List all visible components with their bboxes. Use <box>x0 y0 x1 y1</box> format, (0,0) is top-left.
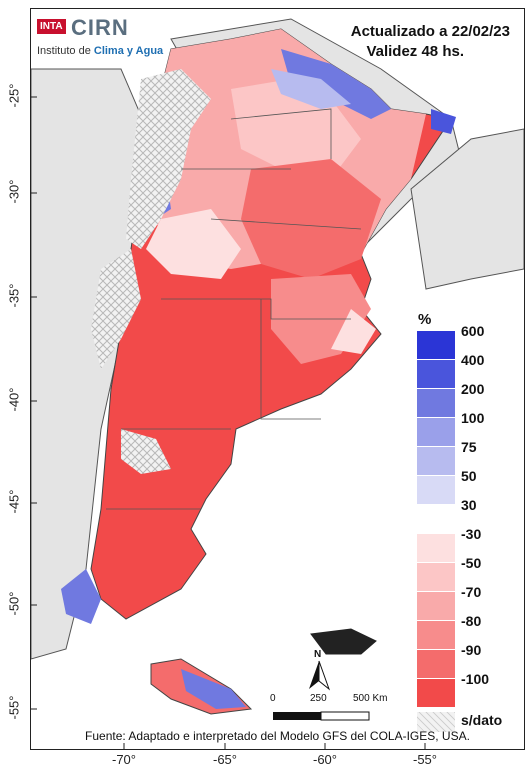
legend-swatch <box>417 592 455 620</box>
no-data-area-patagonia <box>121 429 171 474</box>
wet-zone-ne <box>431 109 456 134</box>
legend-label: -30 <box>461 526 482 542</box>
north-label: N <box>314 649 322 660</box>
legend-label: 200 <box>461 381 485 397</box>
institute-name: Instituto de Clima y Agua <box>37 45 164 57</box>
legend-label: -80 <box>461 613 482 629</box>
y-tick-label: -45° <box>6 489 22 514</box>
legend-label: 400 <box>461 352 485 368</box>
legend-swatch <box>417 650 455 678</box>
legend-label: 75 <box>461 439 477 455</box>
y-tick-label: -40° <box>6 387 22 412</box>
anomaly-zone-strong <box>241 159 381 279</box>
wet-zone-north <box>281 49 391 119</box>
graticule-ticks <box>31 96 426 749</box>
updated-date: Actualizado a 22/02/23 <box>350 23 510 40</box>
x-tick-label: -55° <box>413 752 437 767</box>
no-data-area-andes-north <box>126 69 211 249</box>
scale-bar <box>273 711 370 721</box>
legend-swatch <box>417 360 455 388</box>
scale-label-500: 500 Km <box>353 693 388 704</box>
inta-badge: INTA <box>37 19 66 34</box>
legend-swatch <box>417 534 455 562</box>
cirn-wordmark: CIRN <box>71 15 129 40</box>
legend-label: -100 <box>461 671 490 687</box>
malvinas-islands <box>310 628 377 655</box>
wet-zone-north-light <box>271 69 351 109</box>
precipitation-anomaly-map <box>31 9 524 749</box>
legend-swatch <box>417 331 455 359</box>
legend-swatch <box>417 418 455 446</box>
legend-swatch <box>417 447 455 475</box>
anomaly-zone-white-coast <box>331 309 376 354</box>
validity-text: Validez 48 hs. <box>366 43 464 60</box>
legend-no-data-swatch <box>417 712 455 732</box>
y-tick-label: -35° <box>6 283 22 308</box>
y-tick-label: -50° <box>6 591 22 616</box>
legend-label: -70 <box>461 584 482 600</box>
source-caption: Fuente: Adaptado e interpretado del Mode… <box>85 729 470 743</box>
y-tick-label: -30° <box>6 179 22 204</box>
legend-swatch <box>417 505 455 533</box>
tierra-del-fuego-wet <box>181 669 246 709</box>
legend-swatch <box>417 476 455 504</box>
legend-label: 100 <box>461 410 485 426</box>
x-tick-label: -65° <box>213 752 237 767</box>
neighbour-country-land <box>31 68 152 660</box>
neighbour-country-land-east <box>410 128 524 290</box>
legend-swatch <box>417 389 455 417</box>
legend-label: -50 <box>461 555 482 571</box>
x-tick-label: -70° <box>112 752 136 767</box>
scale-label-0: 0 <box>270 693 276 704</box>
province-boundaries <box>106 108 362 510</box>
legend-swatch <box>417 563 455 591</box>
legend-swatch <box>417 679 455 707</box>
anomaly-zone-white <box>146 209 241 279</box>
legend-label: 600 <box>461 323 485 339</box>
map-frame: INTA CIRN Instituto de Clima y Agua Actu… <box>30 8 525 750</box>
scale-label-250: 250 <box>310 693 327 704</box>
legend-no-data-label: s/dato <box>461 712 503 728</box>
y-tick-label: -55° <box>6 695 22 720</box>
cirn-logo: INTA CIRN Instituto de Clima y Agua <box>37 15 187 63</box>
north-arrow-icon <box>309 660 331 691</box>
y-tick-label: -25° <box>6 83 22 108</box>
legend-swatch <box>417 621 455 649</box>
no-data-area-andes-central <box>91 249 141 369</box>
wet-zone-south <box>61 569 101 624</box>
x-tick-label: -60° <box>313 752 337 767</box>
legend-label: 50 <box>461 468 477 484</box>
legend-label: 30 <box>461 497 477 513</box>
legend-label: -90 <box>461 642 482 658</box>
legend-title: % <box>418 311 432 328</box>
